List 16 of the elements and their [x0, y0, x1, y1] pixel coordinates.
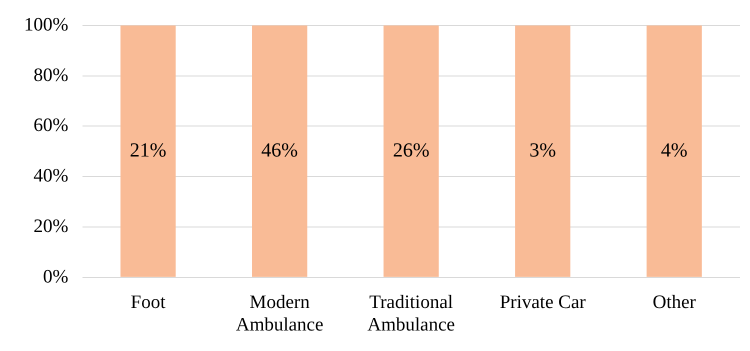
annotation: 4%: [660, 139, 688, 162]
y-tick-label: 0%: [43, 266, 68, 288]
x-tick-label: Foot: [130, 292, 166, 313]
y-tick-label: 80%: [34, 64, 68, 86]
annotation: 21%: [130, 139, 166, 162]
x-tick-label: Private Car: [500, 292, 586, 313]
annotation: 26%: [392, 139, 430, 162]
y-tick-label: 40%: [34, 166, 68, 187]
y-tick-label: 20%: [34, 216, 68, 237]
y-tick-label: 100%: [24, 14, 68, 36]
annotation: 46%: [261, 139, 298, 162]
x-tick-label: Traditional Ambulance: [367, 292, 455, 336]
annotation: 3%: [529, 139, 556, 162]
x-tick-label: Other: [652, 292, 697, 313]
y-tick-label: 60%: [34, 115, 68, 136]
x-tick-label: Modern Ambulance: [236, 292, 324, 336]
